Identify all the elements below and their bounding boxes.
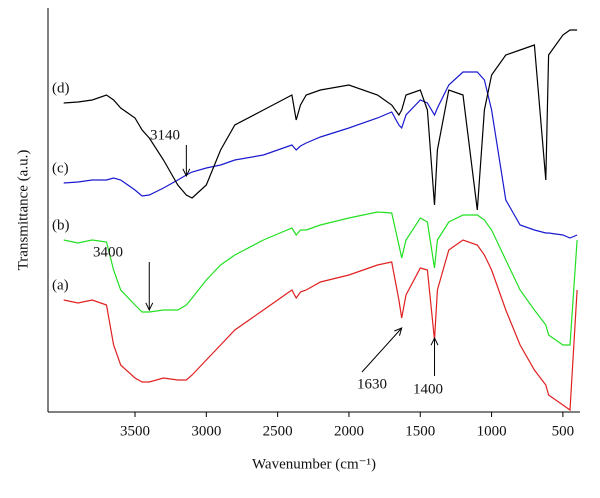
annotation-label: 3140: [150, 127, 180, 143]
x-tick-label: 2000: [334, 423, 364, 439]
series-label: (c): [52, 160, 69, 176]
annotation-label: 3400: [93, 244, 123, 260]
spectrum-line: [63, 71, 578, 239]
spectrum-line: [63, 29, 578, 211]
x-tick-label: 500: [552, 423, 575, 439]
arrow-head: [394, 327, 403, 336]
arrow-head: [430, 336, 439, 346]
annotation-label: 1630: [357, 376, 387, 392]
x-axis-label: Wavenumber (cm⁻¹): [252, 456, 376, 472]
x-tick-label: 2500: [263, 423, 293, 439]
spectrum-line: [63, 239, 578, 412]
series-label: (a): [52, 277, 69, 293]
x-tick-label: 3000: [191, 423, 221, 439]
series-label: (b): [52, 217, 70, 233]
arrow-head: [182, 168, 191, 178]
annotation-label: 1400: [413, 381, 443, 397]
x-tick-label: 3500: [120, 423, 150, 439]
spectrum-line: [63, 211, 578, 346]
series-label: (d): [52, 80, 70, 96]
arrow-head: [145, 302, 154, 312]
x-tick-label: 1500: [405, 423, 435, 439]
x-tick-label: 1000: [477, 423, 507, 439]
y-axis-label: Transmittance (a.u.): [15, 150, 31, 271]
annotation-arrow: [361, 327, 403, 373]
